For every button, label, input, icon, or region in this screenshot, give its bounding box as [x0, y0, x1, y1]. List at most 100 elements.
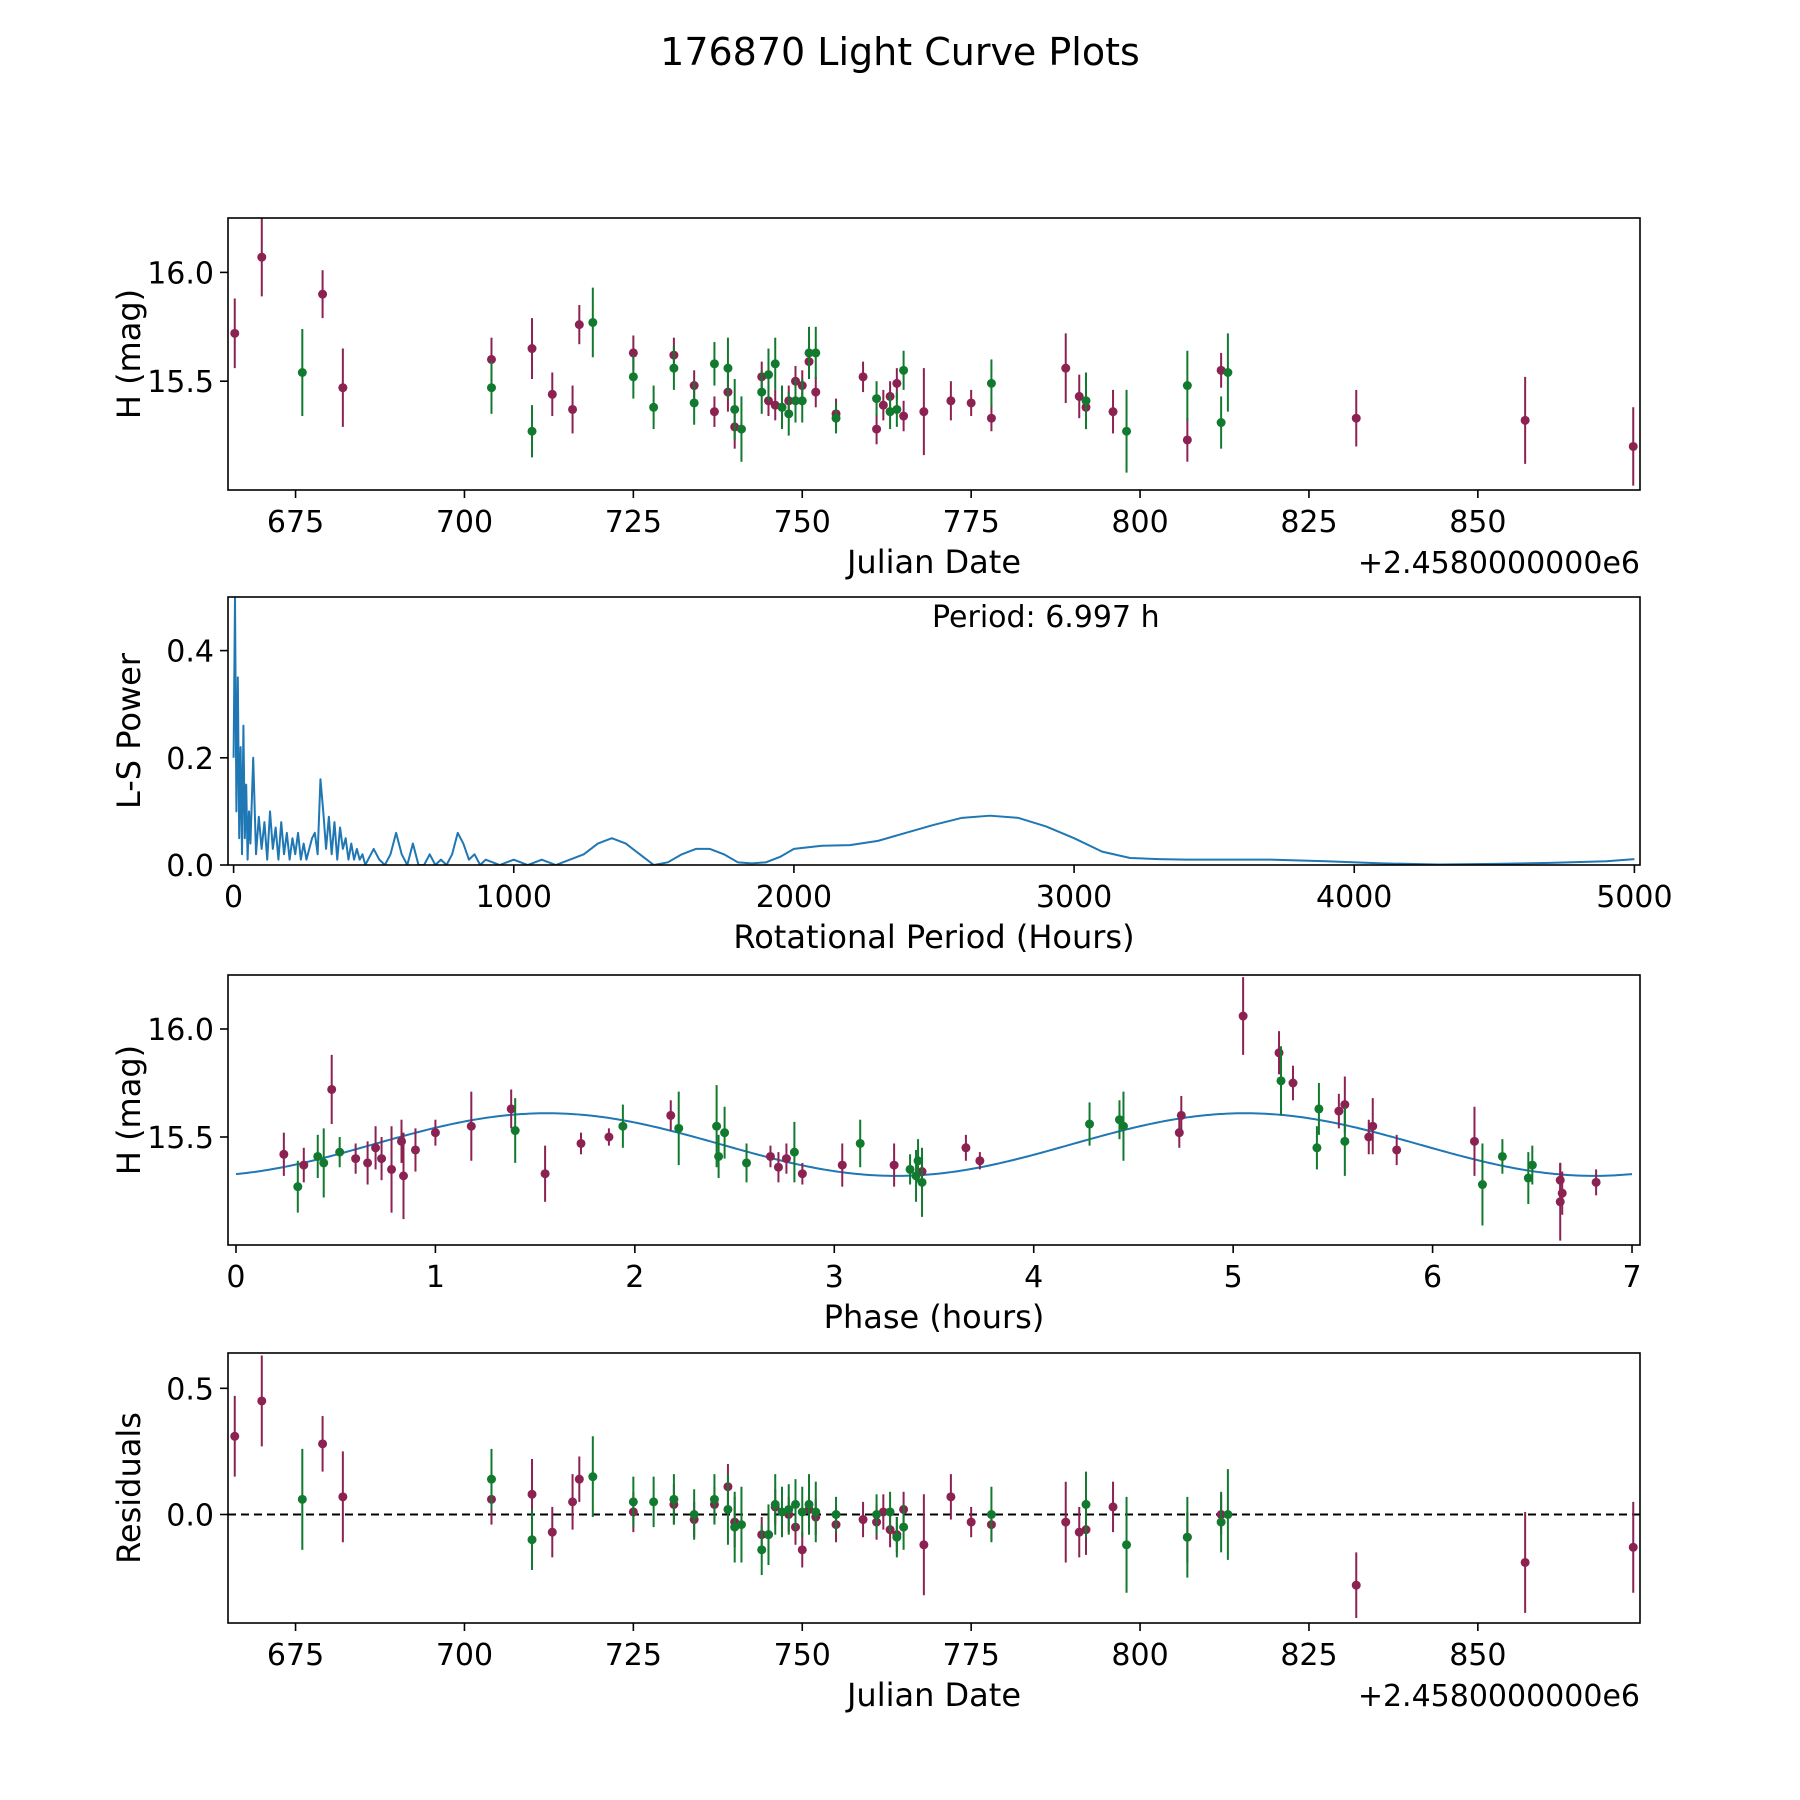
data-point [899, 1504, 909, 1550]
point-marker [1469, 1136, 1479, 1146]
data-point [1176, 1095, 1186, 1135]
point-marker [1288, 1078, 1298, 1088]
point-marker [858, 1515, 868, 1525]
data-point [742, 1143, 752, 1183]
data-point [837, 1143, 847, 1187]
data-point [1351, 1552, 1361, 1618]
point-marker [588, 1472, 598, 1482]
point-marker [510, 1126, 520, 1136]
point-marker [618, 1121, 628, 1131]
point-marker [1108, 1502, 1118, 1512]
point-marker [791, 1499, 801, 1509]
axes-frame [227, 596, 1641, 866]
data-point [576, 1132, 586, 1155]
point-marker [387, 1164, 397, 1174]
data-point [669, 346, 679, 390]
point-marker [486, 383, 496, 393]
plot-area [230, 218, 1638, 486]
data-point [669, 1474, 679, 1525]
point-marker [689, 1509, 699, 1519]
x-tick-label: 675 [267, 505, 324, 540]
point-marker [1122, 426, 1132, 436]
point-marker [709, 359, 719, 369]
data-point [1351, 389, 1361, 447]
data-point [506, 1089, 516, 1129]
x-tick-label: 800 [1111, 1638, 1168, 1673]
data-point [540, 1145, 550, 1202]
data-point [892, 392, 902, 427]
data-point [588, 1436, 598, 1518]
model-curve [235, 1112, 1633, 1177]
data-point [338, 348, 348, 427]
data-point [510, 1098, 520, 1163]
data-point [377, 1137, 387, 1181]
point-marker [568, 1497, 578, 1507]
point-marker [604, 1132, 614, 1142]
point-marker [811, 1507, 821, 1517]
x-tick-label: 850 [1449, 1638, 1506, 1673]
data-point [1174, 1117, 1184, 1148]
x-axis-label: Phase (hours) [824, 1298, 1045, 1336]
point-marker [913, 1156, 923, 1166]
g-band-series [297, 287, 1233, 473]
data-point [770, 1474, 780, 1535]
data-point [905, 1154, 915, 1185]
point-marker [878, 1507, 888, 1517]
point-marker [892, 1532, 902, 1542]
data-point [784, 1484, 794, 1535]
point-marker [892, 404, 902, 414]
x-tick-label: 5000 [1596, 880, 1672, 915]
y-axis-label: L-S Power [110, 652, 148, 809]
point-marker [1216, 1517, 1226, 1527]
point-marker [628, 1497, 638, 1507]
point-marker [961, 1143, 971, 1153]
data-point [919, 1494, 929, 1596]
x-tick-label: 850 [1449, 505, 1506, 540]
x-tick-label: 0 [224, 880, 243, 915]
point-marker [689, 398, 699, 408]
y-axis-label: Residuals [110, 1412, 148, 1564]
data-point [387, 1126, 397, 1213]
data-point [319, 1128, 329, 1198]
y-tick-label: 16.0 [147, 256, 214, 291]
y-tick-label: 15.5 [147, 1121, 214, 1156]
data-point [1520, 1511, 1530, 1613]
point-marker [299, 1160, 309, 1170]
point-marker [649, 1497, 659, 1507]
data-point [1497, 1139, 1507, 1174]
data-point [568, 1474, 578, 1530]
data-point [1523, 1152, 1533, 1204]
point-marker [757, 1545, 767, 1555]
data-point [299, 1147, 309, 1183]
point-marker [486, 1474, 496, 1484]
data-point [1276, 1046, 1286, 1116]
period-annotation: Period: 6.997 h [932, 600, 1160, 635]
point-marker [547, 1527, 557, 1537]
point-marker [1108, 407, 1118, 417]
data-point [230, 1395, 240, 1477]
y-tick-label: 15.5 [147, 365, 214, 400]
point-marker [723, 363, 733, 373]
data-point [966, 1506, 976, 1538]
data-point [797, 1162, 807, 1185]
point-marker [1074, 391, 1084, 401]
point-marker [1274, 1048, 1284, 1058]
x-tick-label: 725 [605, 505, 662, 540]
point-marker [986, 378, 996, 388]
x-tick-label: 4000 [1316, 880, 1392, 915]
figure-title: 176870 Light Curve Plots [660, 30, 1140, 74]
point-marker [1061, 1517, 1071, 1527]
point-marker [763, 1530, 773, 1540]
point-marker [757, 387, 767, 397]
data-point [714, 1134, 724, 1179]
point-marker [736, 424, 746, 434]
data-point [872, 381, 882, 417]
point-marker [371, 1143, 381, 1153]
data-point [777, 1486, 787, 1538]
data-point [1108, 1481, 1118, 1533]
point-marker [899, 411, 909, 421]
data-point [1392, 1134, 1402, 1166]
data-point [709, 396, 719, 427]
data-point [831, 1496, 841, 1533]
data-point [257, 1355, 267, 1447]
